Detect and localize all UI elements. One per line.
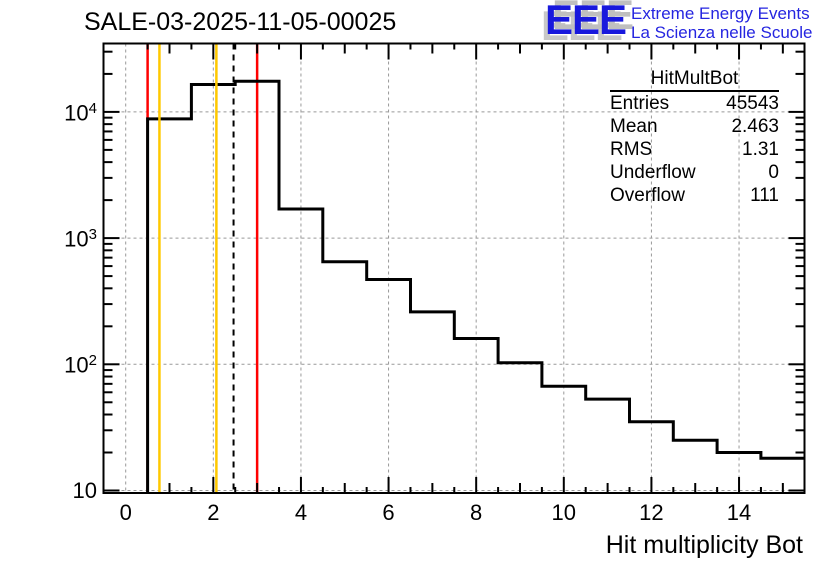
x-tick-label: 8 xyxy=(470,500,483,525)
stats-row: Underflow 0 xyxy=(610,161,779,184)
stats-label: Entries xyxy=(610,93,670,114)
y-tick-label: 103 xyxy=(64,226,97,252)
stats-row: Mean 2.463 xyxy=(610,115,779,138)
eee-logo-line1: Extreme Energy Events xyxy=(631,4,810,23)
y-tick-exponent: 2 xyxy=(88,352,97,370)
y-tick-label: 104 xyxy=(64,99,97,126)
eee-logo-tagline: Extreme Energy Events La Scienza nelle S… xyxy=(631,4,812,42)
stats-row: RMS 1.31 xyxy=(610,138,779,161)
x-tick-label: 12 xyxy=(639,500,664,525)
stats-box: HitMultBot Entries 45543 Mean 2.463 RMS 1.31 U… xyxy=(610,68,779,207)
eee-logo-acronym: EEE xyxy=(545,0,627,43)
x-tick-label: 4 xyxy=(294,500,308,525)
eee-logo-line2: La Scienza nelle Scuole xyxy=(631,23,813,42)
stats-label: RMS xyxy=(610,139,653,160)
stats-value: 1.31 xyxy=(742,139,779,160)
y-tick-label: 10 xyxy=(72,477,97,503)
stats-row: Overflow 111 xyxy=(610,184,779,207)
stats-value: 45543 xyxy=(726,93,779,114)
y-tick-exponent: 3 xyxy=(88,226,97,244)
x-tick-label: 14 xyxy=(726,500,752,525)
stats-label: Mean xyxy=(610,116,658,137)
stats-label: Overflow xyxy=(610,185,685,206)
y-tick-exponent: 4 xyxy=(88,99,97,117)
stats-value: 111 xyxy=(750,185,779,206)
x-tick-label: 0 xyxy=(119,500,132,525)
x-tick-label: 10 xyxy=(551,500,577,525)
plot-title: SALE-03-2025-11-05-00025 xyxy=(84,8,397,36)
stats-row: Entries 45543 xyxy=(610,92,779,115)
stats-box-title: HitMultBot xyxy=(610,68,779,92)
histogram-step-line xyxy=(146,79,805,493)
y-tick-label: 102 xyxy=(64,352,97,378)
x-axis-title: Hit multiplicity Bot xyxy=(605,531,803,559)
stats-value: 2.463 xyxy=(731,116,779,137)
x-tick-label: 2 xyxy=(207,500,220,525)
stats-label: Underflow xyxy=(610,162,696,183)
stats-rows: Entries 45543 Mean 2.463 RMS 1.31 Underflow 0 Ov… xyxy=(610,92,779,207)
x-tick-label: 6 xyxy=(382,500,395,525)
stats-value: 0 xyxy=(768,162,779,183)
